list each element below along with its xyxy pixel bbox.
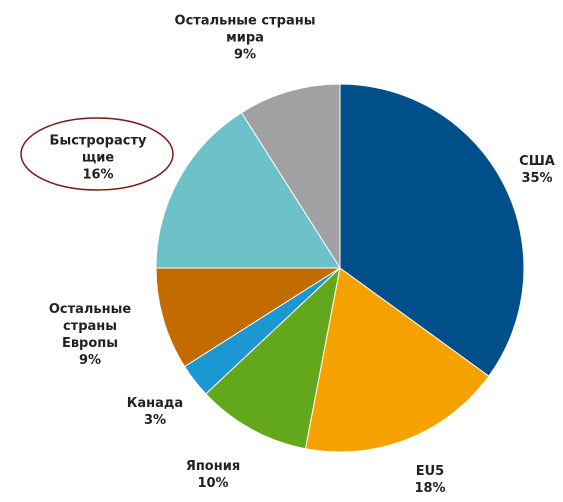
value-label: 3% bbox=[143, 413, 167, 428]
category-name: EU5 bbox=[415, 464, 445, 479]
pie-slice bbox=[155, 267, 342, 368]
slice-label: США 35% bbox=[507, 153, 563, 187]
pie-slice bbox=[205, 266, 341, 450]
pie-slice bbox=[339, 83, 525, 377]
category-name: Остальные страны мира bbox=[174, 13, 316, 46]
pie-slice bbox=[240, 83, 341, 270]
slice-label: Остальные страны Европы 9% bbox=[45, 301, 135, 369]
value-label: 35% bbox=[521, 171, 553, 186]
pie-slice bbox=[155, 111, 341, 269]
value-label: 10% bbox=[197, 476, 229, 491]
slice-label: EU5 18% bbox=[400, 463, 460, 497]
category-name: Быстрорастущие bbox=[49, 133, 147, 166]
slice-label: Япония 10% bbox=[173, 458, 253, 492]
slice-label: Остальные страны мира 9% bbox=[170, 13, 320, 64]
category-name: Канада bbox=[126, 396, 184, 411]
slice-label: Канада 3% bbox=[115, 395, 195, 429]
value-label: 9% bbox=[233, 47, 257, 63]
category-name: Япония bbox=[185, 459, 241, 474]
highlight-ellipse bbox=[20, 117, 174, 191]
slice-label: Быстрорастущие 16% bbox=[48, 133, 148, 184]
category-name: США bbox=[519, 154, 555, 169]
value-label: 16% bbox=[82, 167, 114, 183]
pie-slice bbox=[304, 267, 490, 453]
value-label: 18% bbox=[414, 481, 446, 496]
value-label: 9% bbox=[78, 353, 102, 368]
category-name: Остальные страны Европы bbox=[48, 302, 132, 351]
